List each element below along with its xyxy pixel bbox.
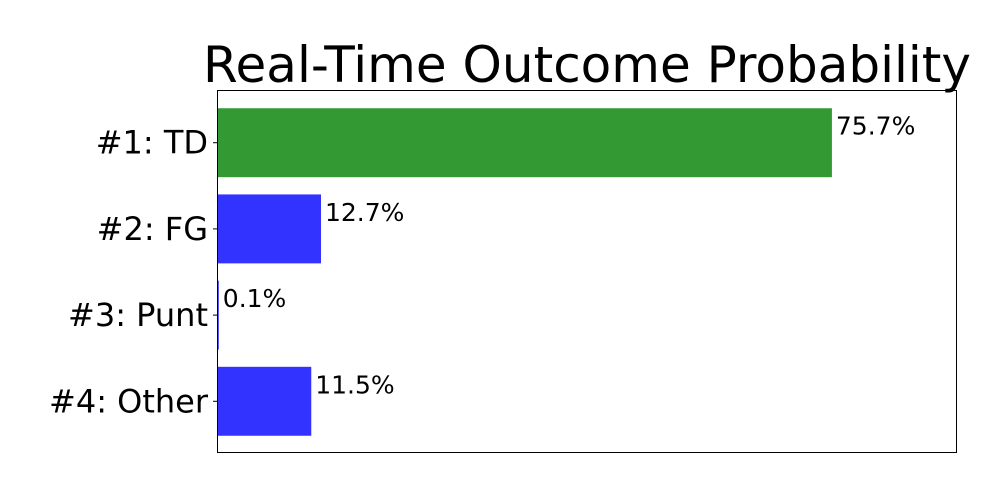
bar-4 [218,366,312,436]
bar-2 [218,194,321,264]
value-label: 75.7% [836,112,915,141]
value-label: 12.7% [325,198,404,227]
category-label: #1: TD [96,124,208,162]
category-label: #2: FG [97,210,208,248]
category-label: #4: Other [49,382,209,420]
bar-3 [218,280,219,350]
value-label: 11.5% [315,370,394,399]
category-label: #3: Punt [68,296,208,334]
bar-1 [218,108,832,178]
chart-title: Real-Time Outcome Probability [203,36,971,94]
plot-frame [217,90,957,453]
value-label: 0.1% [223,284,287,313]
